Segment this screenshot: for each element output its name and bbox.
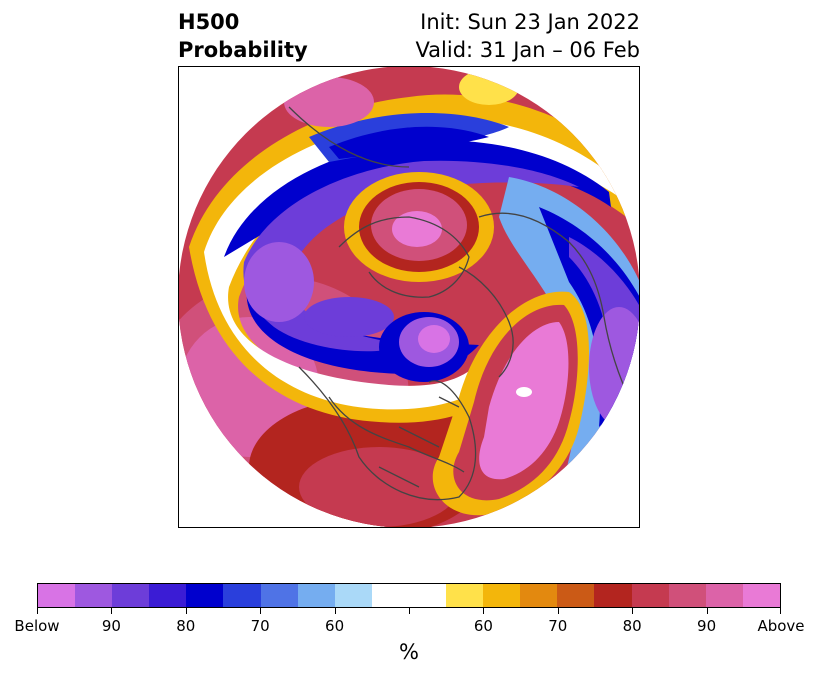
init-time: Init: Sun 23 Jan 2022 — [420, 10, 640, 34]
colorbar-segment — [260, 584, 298, 607]
colorbar-tick-label: 80 — [176, 617, 196, 635]
colorbar-tick-label: 90 — [697, 617, 717, 635]
colorbar-tick — [260, 608, 262, 614]
valid-period: Valid: 31 Jan – 06 Feb — [415, 38, 640, 62]
colorbar-segment — [112, 584, 150, 607]
colorbar-tick-label: 80 — [622, 617, 642, 635]
colorbar-tick — [632, 608, 634, 614]
colorbar-tick — [706, 608, 708, 614]
title-left: H500 Probability — [178, 8, 308, 64]
colorbar-segment — [186, 584, 224, 607]
colorbar-tick-label: 70 — [250, 617, 270, 635]
colorbar-tick-label: 90 — [101, 617, 121, 635]
colorbar-segment — [483, 584, 521, 607]
colorbar-segment — [520, 584, 558, 607]
colorbar-segment — [668, 584, 706, 607]
colorbar-tick — [483, 608, 485, 614]
colorbar-tick — [409, 608, 410, 614]
colorbar — [37, 583, 781, 608]
colorbar-tick — [557, 608, 559, 614]
colorbar-segment — [408, 584, 447, 607]
colorbar-segment — [705, 584, 743, 607]
colorbar-tick-label: 70 — [548, 617, 568, 635]
map-panel — [178, 66, 640, 528]
title-product: Probability — [178, 38, 308, 62]
colorbar-segment — [557, 584, 595, 607]
colorbar-tick — [111, 608, 113, 614]
colorbar-tick-label: 60 — [325, 617, 345, 635]
colorbar-segment — [223, 584, 261, 607]
colorbar-tick — [37, 608, 38, 614]
colorbar-segment — [594, 584, 632, 607]
colorbar-tick — [185, 608, 187, 614]
units-label: % — [399, 640, 419, 664]
title-field: H500 — [178, 10, 240, 34]
colorbar-segment — [371, 584, 409, 607]
colorbar-segment — [297, 584, 335, 607]
colorbar-segment — [149, 584, 187, 607]
colorbar-tick-label: Above — [757, 617, 805, 635]
colorbar-segment — [742, 584, 780, 607]
colorbar-segment — [75, 584, 113, 607]
colorbar-segment — [38, 584, 76, 607]
title-right: Init: Sun 23 Jan 2022 Valid: 31 Jan – 06… — [415, 8, 640, 64]
colorbar-tick-label: 60 — [473, 617, 493, 635]
colorbar-tick — [334, 608, 336, 614]
colorbar-tick — [780, 608, 781, 614]
colorbar-segment — [631, 584, 669, 607]
colorbar-segment — [446, 584, 484, 607]
colorbar-tick-label: Below — [14, 617, 60, 635]
probability-map — [179, 67, 639, 527]
colorbar-segment — [334, 584, 372, 607]
